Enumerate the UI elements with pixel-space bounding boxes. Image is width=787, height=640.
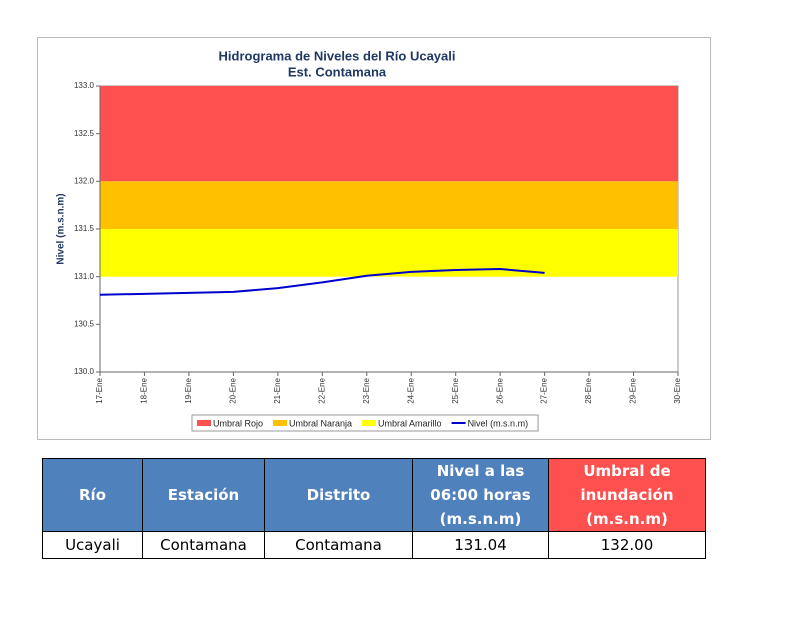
y-axis-label: Nivel (m.s.n.m) [56, 193, 67, 264]
y-tick-label: 130.5 [74, 319, 95, 328]
legend: Umbral Rojo Umbral Naranja Umbral Amarillo… [191, 414, 539, 432]
x-tick-label: 17-Ene [95, 377, 104, 403]
cell: Contamana [264, 531, 413, 559]
legend-label: Umbral Naranja [289, 418, 352, 428]
x-tick-label: 24-Ene [406, 377, 415, 403]
chart-subtitle: Est. Contamana [288, 64, 387, 79]
table-header: Río Estación Distrito Nivel a las 06:00 … [42, 458, 706, 532]
threshold-band [100, 229, 678, 277]
legend-label: Umbral Amarillo [378, 418, 442, 428]
y-tick-label: 133.0 [74, 81, 95, 90]
x-tick-label: 19-Ene [184, 377, 193, 403]
cell: Contamana [142, 531, 265, 559]
legend-swatch [362, 420, 377, 426]
y-tick-label: 132.5 [74, 129, 95, 138]
x-tick-label: 20-Ene [228, 377, 237, 403]
chart: Hidrograma de Niveles del Río Ucayali Es… [37, 37, 711, 440]
header-cell: Estación [142, 458, 265, 532]
x-tick-label: 25-Ene [451, 377, 460, 403]
cell: 131.04 [412, 531, 549, 559]
x-tick-label: 23-Ene [362, 377, 371, 403]
chart-title: Hidrograma de Niveles del Río Ucayali [219, 48, 456, 63]
header-cell: Umbral de inundación (m.s.n.m) [548, 458, 706, 532]
x-tick-label: 18-Ene [140, 377, 149, 403]
cell: 132.00 [548, 531, 706, 559]
header-cell: Nivel a las 06:00 horas (m.s.n.m) [412, 458, 549, 532]
x-tick-label: 21-Ene [273, 377, 282, 403]
y-tick-label: 132.0 [74, 176, 95, 185]
table-row: Ucayali Contamana Contamana 131.04 132.0… [42, 531, 706, 559]
threshold-band [100, 86, 678, 182]
header-cell: Río [42, 458, 143, 532]
header-cell: Distrito [264, 458, 413, 532]
x-tick-label: 22-Ene [317, 377, 326, 403]
legend-swatch [273, 420, 288, 426]
x-tick-label: 28-Ene [584, 377, 593, 403]
threshold-band [100, 181, 678, 229]
legend-label: Umbral Rojo [213, 418, 263, 428]
x-tick-label: 27-Ene [540, 377, 549, 403]
x-tick-label: 26-Ene [495, 377, 504, 403]
legend-swatch [197, 420, 211, 426]
cell: Ucayali [42, 531, 143, 559]
x-tick-label: 30-Ene [673, 377, 682, 403]
station-table: Río Estación Distrito Nivel a las 06:00 … [42, 458, 706, 559]
y-tick-label: 130.0 [74, 367, 95, 376]
x-tick-label: 29-Ene [629, 377, 638, 403]
legend-label: Nivel (m.s.n.m) [468, 418, 529, 428]
level-line [99, 268, 545, 296]
y-tick-label: 131.0 [74, 272, 95, 281]
y-tick-label: 131.5 [74, 224, 95, 233]
